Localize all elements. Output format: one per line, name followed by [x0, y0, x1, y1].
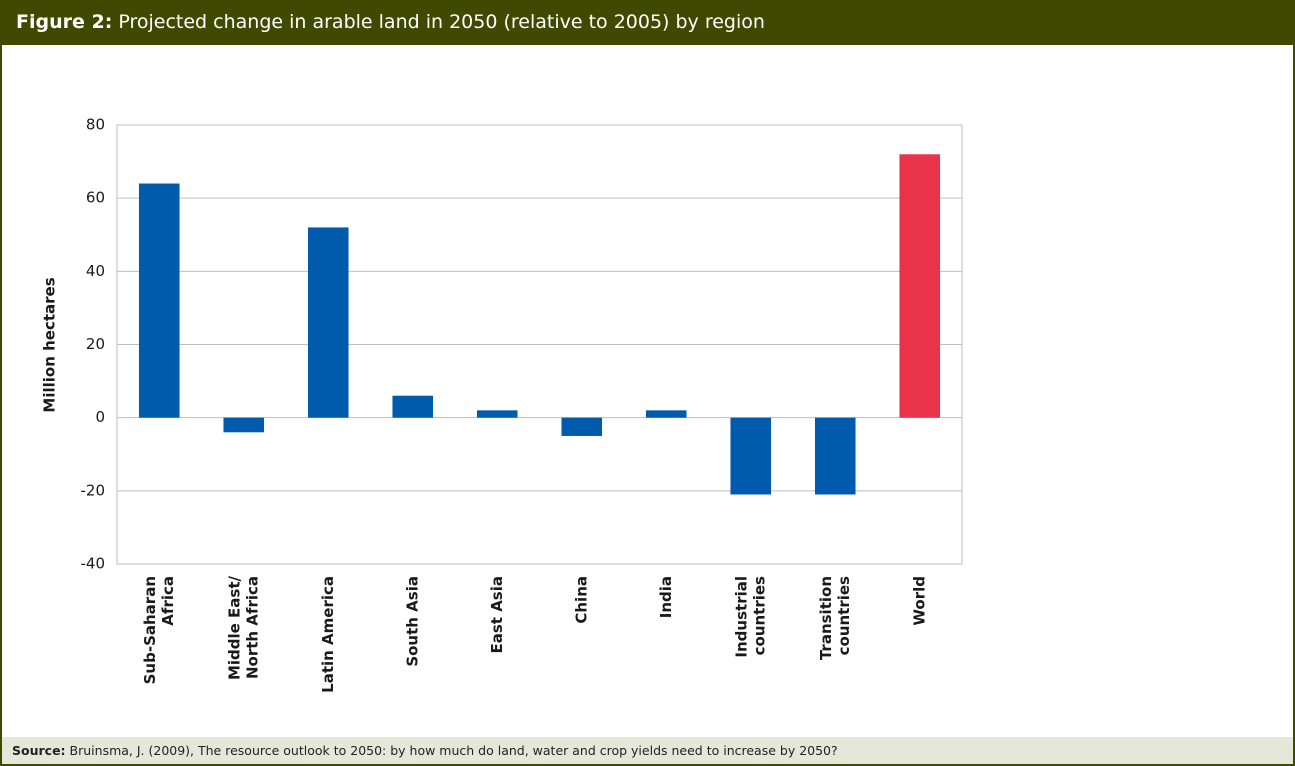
- x-tick-label: India: [657, 576, 675, 618]
- header-title: Projected change in arable land in 2050 …: [118, 11, 765, 33]
- bar: [645, 410, 687, 418]
- y-tick-label: -20: [81, 481, 106, 499]
- x-tick-label: countries: [835, 576, 853, 655]
- y-tick-label: 60: [86, 189, 105, 207]
- bar: [138, 183, 180, 418]
- x-tick-label: World: [910, 576, 928, 626]
- x-tick-label: countries: [750, 576, 768, 655]
- header-label: Figure 2:: [16, 11, 113, 33]
- footer-text: Bruinsma, J. (2009), The resource outloo…: [69, 743, 838, 758]
- y-tick-label: 0: [95, 408, 105, 426]
- bar: [476, 410, 518, 418]
- y-tick-label: 40: [86, 262, 105, 280]
- bar: [730, 417, 772, 495]
- bar: [899, 154, 941, 418]
- header: Figure 2: Projected change in arable lan…: [2, 0, 1293, 45]
- bar: [814, 417, 856, 495]
- x-tick-label: Africa: [159, 576, 177, 626]
- x-tick-label: East Asia: [488, 576, 506, 654]
- bar: [307, 227, 349, 418]
- y-tick-label: -40: [81, 555, 106, 573]
- x-tick-label: Transition: [817, 576, 835, 660]
- chart: Million hectares -40 -20 0 20 40 60 80 Sub-Saha…: [41, 116, 963, 693]
- bar: [561, 417, 603, 436]
- x-tick-label: Middle East/: [225, 575, 243, 680]
- footer: Source: Bruinsma, J. (2009), The resourc…: [2, 737, 1293, 764]
- x-tick-label: Latin America: [319, 576, 337, 693]
- bar: [223, 417, 265, 433]
- x-tick-label: Industrial: [732, 576, 750, 658]
- x-tick-label: China: [572, 576, 590, 624]
- x-tick-label: North Africa: [243, 576, 261, 679]
- x-tick-label: South Asia: [403, 576, 421, 667]
- y-tick-label: 20: [86, 335, 105, 353]
- y-axis-label: Million hectares: [41, 277, 59, 412]
- y-tick-label: 80: [86, 116, 105, 134]
- bar: [392, 395, 434, 418]
- x-tick-label: Sub-Saharan: [141, 576, 159, 684]
- footer-label: Source:: [12, 743, 66, 758]
